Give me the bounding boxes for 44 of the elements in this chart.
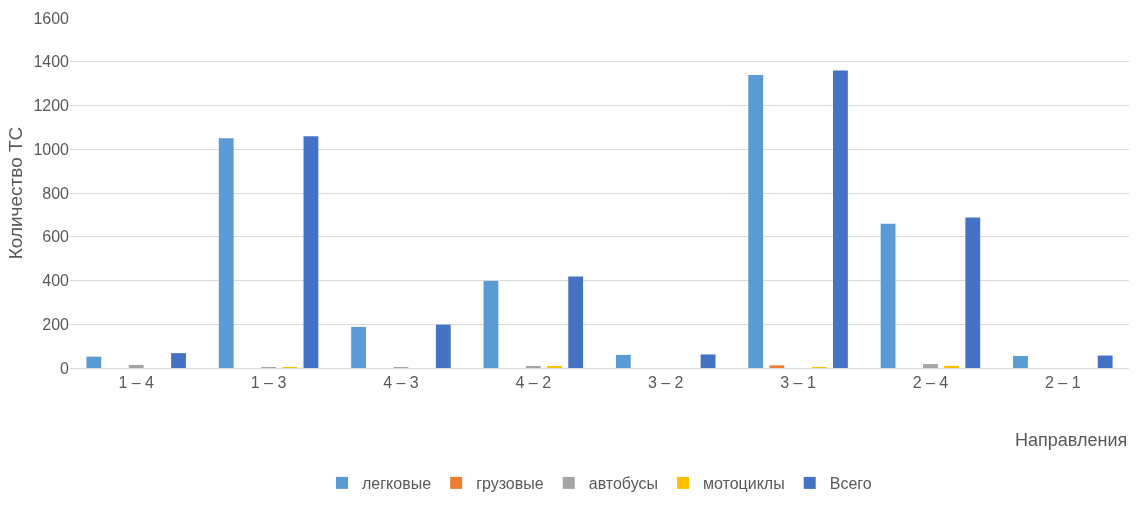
y-tick-label: 1600 <box>33 9 70 27</box>
bar <box>568 276 584 368</box>
y-axis-title: Количество ТС <box>5 126 26 260</box>
bar <box>615 354 631 368</box>
bar <box>880 223 896 368</box>
y-tick-label: 1000 <box>33 140 70 158</box>
x-tick-label: 2 – 1 <box>1045 374 1081 392</box>
bar <box>700 354 716 368</box>
bar <box>944 365 960 368</box>
y-tick-label: 0 <box>60 359 70 377</box>
bar <box>1013 355 1028 368</box>
bar <box>86 356 102 368</box>
y-tick-label: 600 <box>42 228 70 246</box>
bar <box>171 353 186 368</box>
bar <box>435 324 451 368</box>
x-tick-label: 4 – 2 <box>515 374 552 392</box>
bar <box>303 136 319 368</box>
bar <box>351 326 366 368</box>
bar <box>965 217 981 368</box>
x-tick-label: 3 – 1 <box>780 374 816 392</box>
x-tick-label: 3 – 2 <box>647 374 684 392</box>
bar <box>128 364 144 368</box>
x-axis-title: Направления <box>1015 430 1128 450</box>
bar <box>769 365 785 368</box>
bar <box>218 138 234 368</box>
legend-label: легковые <box>362 475 432 493</box>
bar <box>483 280 499 368</box>
x-tick-label: 4 – 3 <box>383 374 419 392</box>
y-tick-label: 1400 <box>33 53 70 71</box>
legend-label: Всего <box>829 475 872 493</box>
y-tick-label: 200 <box>42 315 70 333</box>
x-tick-label: 2 – 4 <box>912 374 949 392</box>
bar <box>748 74 764 368</box>
y-tick-label: 1200 <box>33 97 70 115</box>
y-tick-label: 400 <box>42 272 70 290</box>
legend-label: мотоциклы <box>702 475 785 493</box>
bar <box>833 70 848 368</box>
legend-label: грузовые <box>476 475 544 493</box>
bar <box>923 364 938 368</box>
bar <box>1097 355 1113 368</box>
legend-label: автобусы <box>588 475 658 493</box>
x-tick-label: 1 – 3 <box>250 374 287 392</box>
x-tick-label: 1 – 4 <box>118 374 155 392</box>
y-tick-label: 800 <box>42 184 70 202</box>
